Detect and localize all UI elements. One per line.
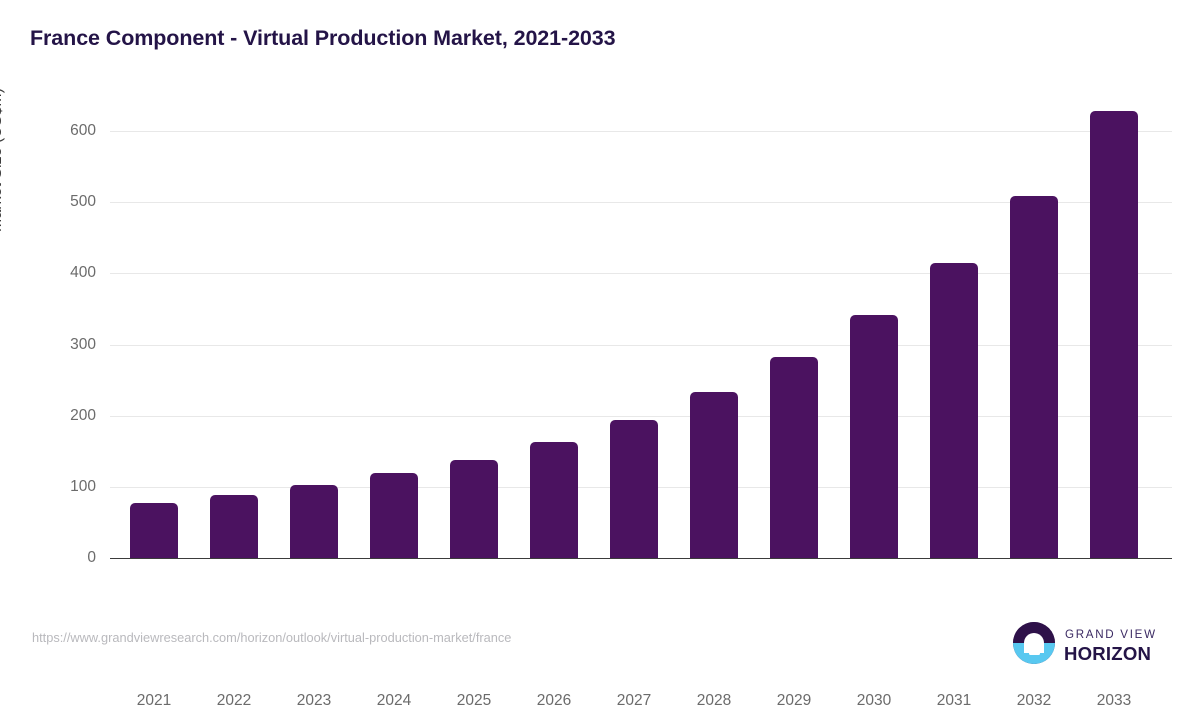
chart-page: France Component - Virtual Production Ma…	[0, 26, 1173, 709]
horizon-sun-icon	[1013, 622, 1055, 664]
bar-2021[interactable]	[130, 503, 178, 558]
y-tick-label: 400	[70, 264, 96, 282]
bar-2025[interactable]	[450, 459, 498, 558]
source-url[interactable]: https://www.grandviewresearch.com/horizo…	[32, 630, 512, 645]
bar-2028[interactable]	[690, 392, 738, 558]
y-tick-label: 500	[70, 193, 96, 211]
y-tick-label: 300	[70, 335, 96, 353]
logo-ray-upper	[1025, 647, 1043, 651]
y-tick-label: 100	[70, 477, 96, 495]
gridline-600	[110, 131, 1172, 132]
logo-text-horizon: HORIZON	[1064, 643, 1152, 664]
x-tick-label-2026: 2026	[536, 692, 572, 709]
x-tick-label-2024: 2024	[376, 692, 412, 709]
bar-2027[interactable]	[610, 419, 658, 558]
brand-logo[interactable]: GRAND VIEW HORIZON	[1013, 619, 1173, 667]
bar-2031[interactable]	[930, 262, 978, 558]
bar-series	[110, 111, 1172, 559]
bar-2022[interactable]	[210, 495, 258, 558]
gridline-300	[110, 344, 1172, 346]
bar-2033[interactable]	[1090, 111, 1138, 558]
gridline-400	[110, 273, 1172, 275]
logo-text-grand-view: GRAND VIEW	[1065, 628, 1157, 641]
x-tick-label-2031: 2031	[936, 692, 972, 709]
y-tick-label: 600	[70, 122, 96, 139]
x-tick-label-2032: 2032	[1016, 692, 1052, 709]
x-tick-label-2029: 2029	[776, 692, 812, 709]
bar-2030[interactable]	[850, 315, 898, 558]
x-tick-label-2030: 2030	[856, 692, 892, 709]
x-axis-line	[110, 557, 1172, 559]
bar-2032[interactable]	[1010, 196, 1058, 558]
x-tick-label-2025: 2025	[456, 692, 492, 709]
bar-2024[interactable]	[370, 473, 418, 558]
x-tick-label-2022: 2022	[216, 692, 252, 709]
bar-2026[interactable]	[530, 442, 578, 558]
y-tick-label: 0	[87, 549, 96, 566]
x-tick-label-2027: 2027	[616, 692, 652, 709]
logo-ray-lower	[1028, 652, 1040, 655]
y-tick-label: 200	[70, 406, 96, 424]
bar-2023[interactable]	[290, 485, 338, 558]
x-tick-label-2033: 2033	[1096, 692, 1132, 709]
plot-area: 0 100 200 300 400 500 600 2021 2022 2023 2024 2025…	[70, 111, 1172, 709]
gridline-500	[110, 202, 1172, 204]
bar-2029[interactable]	[770, 357, 818, 558]
logo-sky	[1013, 622, 1055, 643]
x-tick-label-2021: 2021	[136, 692, 172, 709]
gridline-200	[110, 415, 1172, 417]
page-title: France Component - Virtual Production Ma…	[30, 26, 616, 50]
x-tick-label-2028: 2028	[696, 692, 732, 709]
x-tick-label-2023: 2023	[296, 692, 332, 709]
